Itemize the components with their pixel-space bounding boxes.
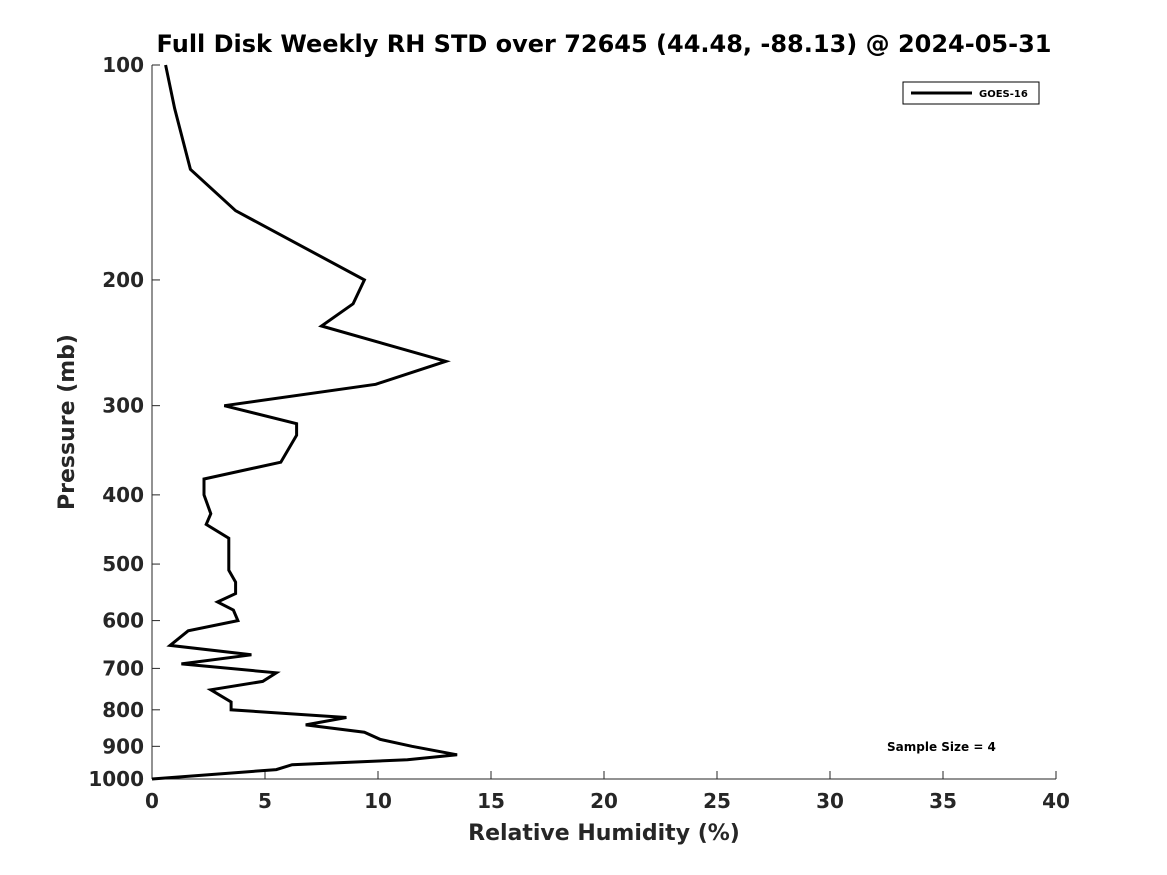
legend: GOES-16 <box>902 81 1040 105</box>
x-tick-label: 25 <box>703 789 731 813</box>
y-tick-label: 700 <box>102 656 144 680</box>
chart-title: Full Disk Weekly RH STD over 72645 (44.4… <box>157 30 1052 58</box>
sample-size-annotation: Sample Size = 4 <box>887 740 996 754</box>
y-tick-label: 200 <box>102 268 144 292</box>
x-axis-label: Relative Humidity (%) <box>468 821 740 846</box>
y-tick-label: 300 <box>102 394 144 418</box>
y-tick-label: 500 <box>102 552 144 576</box>
y-tick-label: 800 <box>102 698 144 722</box>
y-axis-ticks: 100 200 300 400 500 600 700 800 900 1000 <box>88 53 160 791</box>
x-tick-label: 15 <box>477 789 505 813</box>
y-tick-label: 1000 <box>88 767 144 791</box>
x-tick-label: 40 <box>1042 789 1070 813</box>
y-tick-label: 600 <box>102 609 144 633</box>
x-axis-ticks: 0 5 10 15 20 25 30 35 40 <box>145 771 1070 813</box>
x-tick-label: 10 <box>364 789 392 813</box>
x-tick-label: 5 <box>258 789 272 813</box>
series-line-goes-16 <box>151 64 458 781</box>
x-tick-label: 35 <box>929 789 957 813</box>
y-tick-label: 100 <box>102 53 144 77</box>
x-tick-label: 0 <box>145 789 159 813</box>
y-axis-label: Pressure (mb) <box>55 334 80 510</box>
legend-label-goes-16: GOES-16 <box>979 89 1028 100</box>
y-tick-label: 400 <box>102 483 144 507</box>
x-tick-label: 20 <box>590 789 618 813</box>
y-tick-label: 900 <box>102 734 144 758</box>
x-tick-label: 30 <box>816 789 844 813</box>
